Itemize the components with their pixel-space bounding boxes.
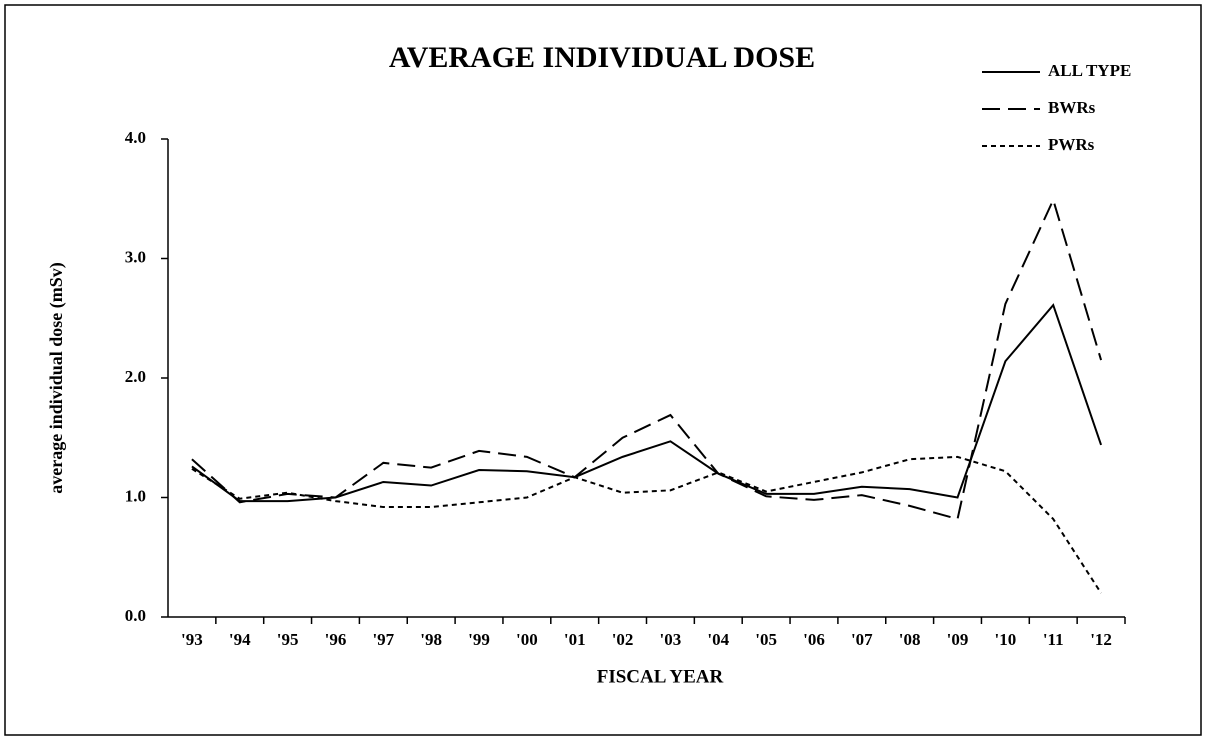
x-tick-label: '03 bbox=[660, 630, 682, 649]
series-line bbox=[191, 455, 1102, 594]
x-tick-label: '97 bbox=[372, 630, 394, 649]
series-line bbox=[191, 303, 1103, 503]
legend-label: ALL TYPE bbox=[1048, 61, 1131, 80]
series-line bbox=[191, 197, 1103, 521]
chart-title: AVERAGE INDIVIDUAL DOSE bbox=[389, 41, 815, 74]
x-tick-label: '02 bbox=[612, 630, 634, 649]
y-tick-label: 2.0 bbox=[125, 367, 146, 386]
x-tick-label: '95 bbox=[277, 630, 299, 649]
frame bbox=[4, 4, 1202, 736]
x-tick-label: '09 bbox=[947, 630, 969, 649]
x-tick-label: '12 bbox=[1090, 630, 1112, 649]
y-axis-label: average individual dose (mSv) bbox=[46, 262, 67, 494]
y-tick-label: 4.0 bbox=[125, 128, 146, 147]
y-tick-label: 1.0 bbox=[125, 486, 146, 505]
x-axis-label: FISCAL YEAR bbox=[597, 666, 724, 687]
x-tick-label: '11 bbox=[1043, 630, 1064, 649]
y-tick-label: 0.0 bbox=[125, 606, 146, 625]
x-tick-label: '07 bbox=[851, 630, 873, 649]
x-tick-label: '98 bbox=[420, 630, 442, 649]
x-tick-label: '01 bbox=[564, 630, 586, 649]
x-tick-label: '08 bbox=[899, 630, 921, 649]
x-tick-label: '04 bbox=[707, 630, 729, 649]
legend-label: PWRs bbox=[1048, 135, 1095, 154]
x-tick-label: '05 bbox=[755, 630, 777, 649]
x-tick-label: '96 bbox=[325, 630, 347, 649]
x-tick-label: '10 bbox=[995, 630, 1017, 649]
legend-label: BWRs bbox=[1048, 98, 1096, 117]
x-tick-label: '00 bbox=[516, 630, 538, 649]
x-tick-label: '06 bbox=[803, 630, 825, 649]
y-tick-label: 3.0 bbox=[125, 247, 146, 266]
x-tick-label: '99 bbox=[468, 630, 490, 649]
x-tick-label: '94 bbox=[229, 630, 251, 649]
x-tick-label: '93 bbox=[181, 630, 203, 649]
